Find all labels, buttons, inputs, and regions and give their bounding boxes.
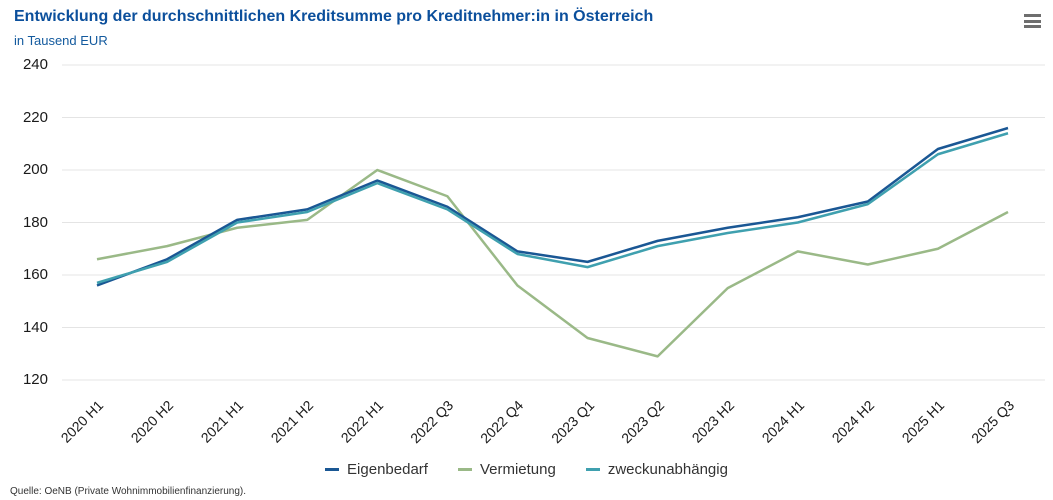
- legend-swatch-icon: [457, 468, 472, 471]
- y-tick-label: 240: [22, 56, 48, 73]
- hamburger-menu-icon[interactable]: [1024, 14, 1041, 29]
- legend: Eigenbedarf Vermietung zweckunabhängig: [0, 461, 1053, 478]
- y-tick-label: 220: [22, 108, 48, 126]
- legend-item-Vermietung[interactable]: Vermietung: [457, 461, 556, 478]
- y-tick-label: 180: [22, 213, 48, 231]
- legend-label: Eigenbedarf: [347, 461, 428, 478]
- y-tick-label: 160: [22, 266, 48, 283]
- chart-title: Entwicklung der durchschnittlichen Kredi…: [14, 8, 654, 25]
- y-tick-label: 200: [22, 161, 48, 178]
- plot-area: [62, 64, 1045, 381]
- line-chart: 240 220 200 180 160 140 120 2020 H1 2020 H2 2021…: [22, 56, 1045, 446]
- legend-label: Vermietung: [479, 461, 556, 478]
- chart-subtitle: in Tausend EUR: [14, 33, 108, 48]
- y-tick-label: 120: [22, 371, 48, 388]
- series-line-Eigenbedarf[interactable]: [96, 126, 1009, 287]
- legend-swatch-icon: [325, 468, 340, 471]
- legend-item-Eigenbedarf[interactable]: Eigenbedarf: [325, 461, 428, 478]
- series-line-Vermietung[interactable]: [96, 168, 1009, 358]
- legend-item-zweckunabhängig[interactable]: zweckunabhängig: [585, 461, 728, 478]
- y-tick-label: 140: [22, 318, 48, 336]
- source-note: Quelle: OeNB (Private Wohnimmobilienfina…: [10, 486, 247, 497]
- legend-label: zweckunabhängig: [607, 461, 728, 478]
- legend-swatch-icon: [585, 468, 600, 471]
- series-line-zweckunabhängig[interactable]: [96, 132, 1009, 285]
